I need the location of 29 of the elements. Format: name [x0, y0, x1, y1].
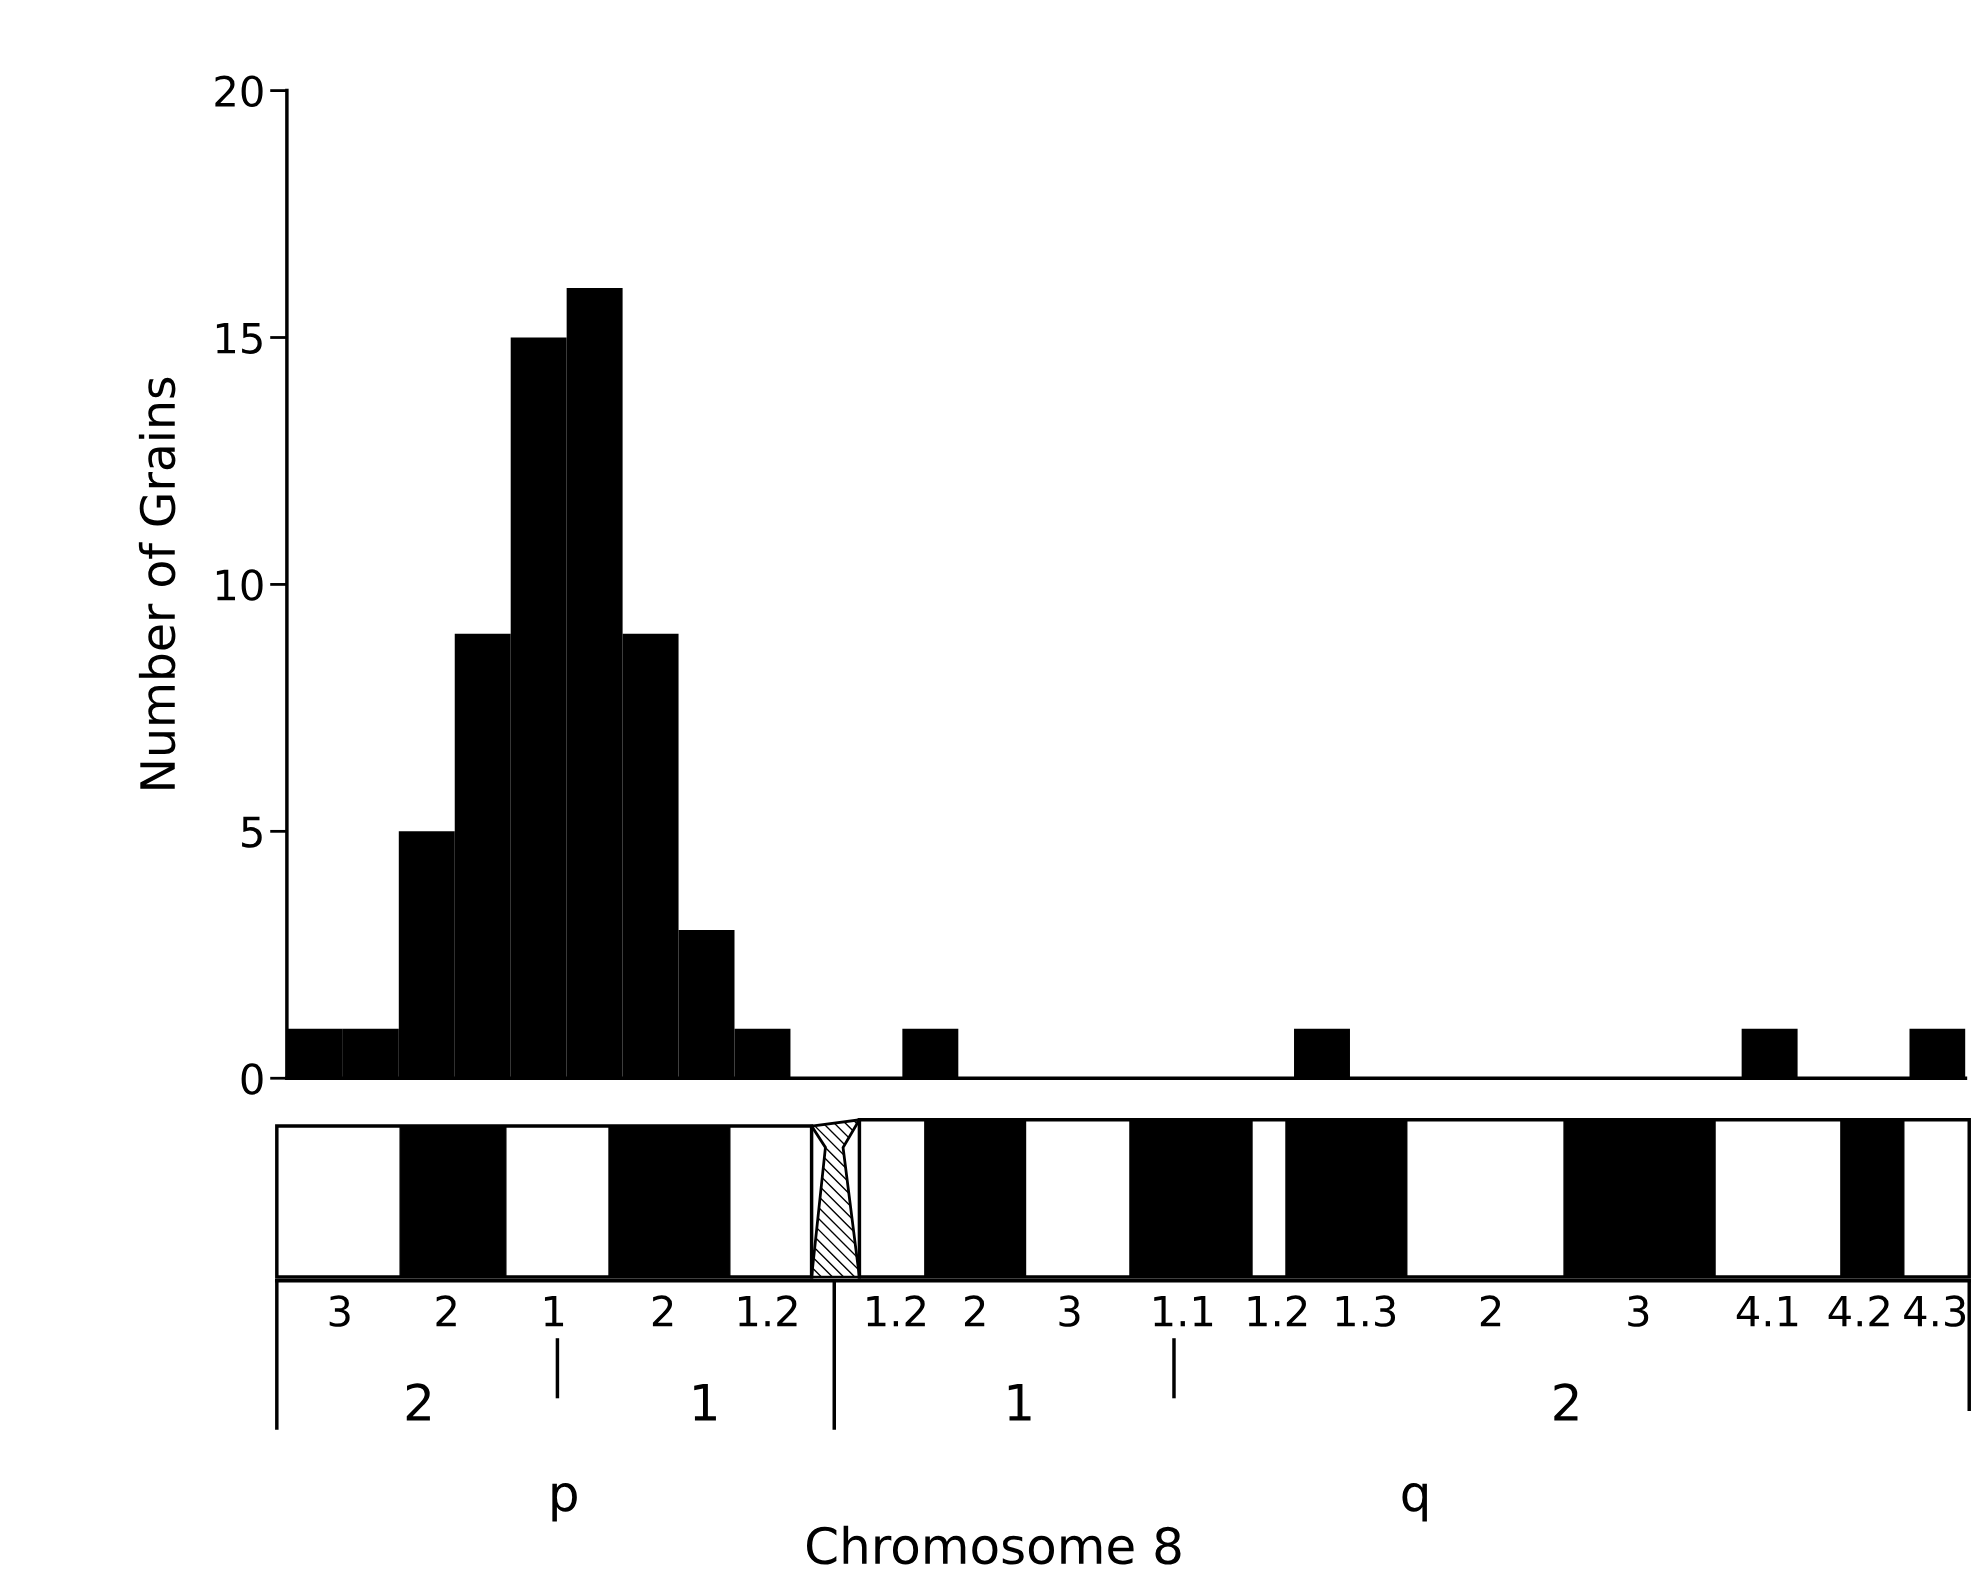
text: q [1402, 1483, 1427, 1522]
text: 2 [406, 1383, 430, 1421]
text: 1.2 [739, 1295, 797, 1327]
text: 1 [694, 1383, 716, 1421]
text: 1.2 [1248, 1295, 1307, 1327]
text: 4.3 [1904, 1295, 1966, 1327]
text: 1 [1008, 1383, 1031, 1421]
text: 3 [1628, 1295, 1649, 1327]
text: 2 [436, 1295, 456, 1327]
text: 3 [1059, 1295, 1080, 1327]
text: 1.1 [1154, 1295, 1213, 1327]
text: 1 [544, 1295, 564, 1327]
y-tick-label: 15 [216, 322, 262, 354]
y-tick-label: 5 [242, 816, 262, 848]
text: 4.1 [1736, 1295, 1798, 1327]
text: 2 [652, 1295, 673, 1327]
text: 3 [329, 1295, 350, 1327]
text: 2 [964, 1295, 985, 1327]
y-tick-label: 20 [215, 75, 263, 108]
text: 2 [1480, 1295, 1501, 1327]
y-tick-label: 10 [216, 569, 263, 601]
y-axis-title: Number of Grains [138, 377, 176, 789]
text: 4.2 [1828, 1295, 1889, 1327]
text: p [552, 1483, 577, 1522]
text: 2 [1554, 1383, 1578, 1421]
y-tick-label: 0 [241, 1063, 263, 1095]
text: 1.3 [1336, 1295, 1396, 1327]
text: 1.2 [867, 1295, 925, 1327]
text: Chromosome 8 [806, 1525, 1181, 1565]
